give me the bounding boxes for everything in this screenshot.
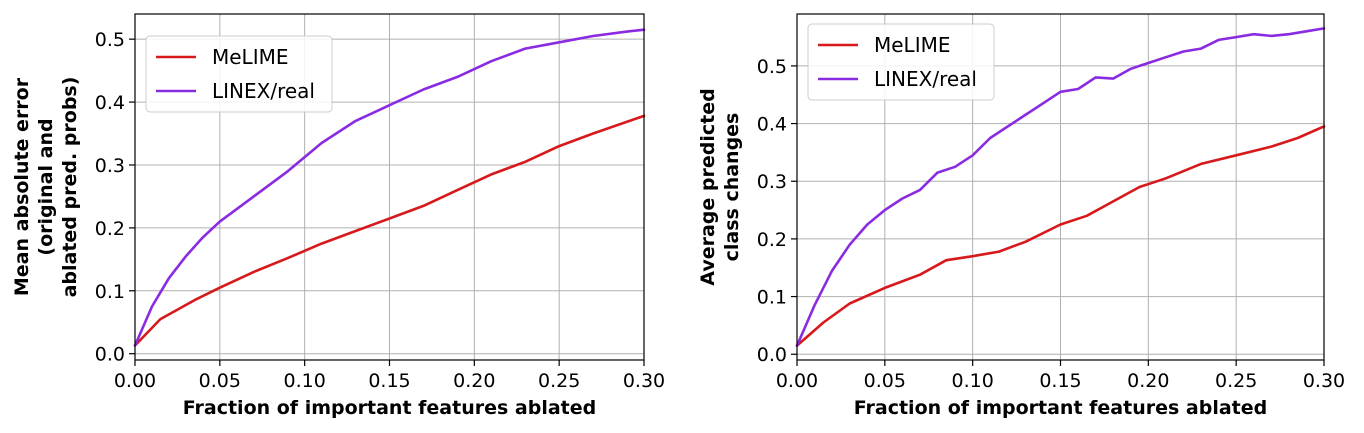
x-tick-label: 0.10 — [952, 370, 994, 392]
x-tick-label: 0.00 — [114, 370, 156, 392]
legend-box — [807, 23, 995, 101]
y-axis-label: class changes — [721, 113, 743, 262]
x-axis-label: Fraction of important features ablated — [854, 397, 1268, 419]
y-tick-label: 0.2 — [95, 218, 125, 240]
series-line-melime — [133, 114, 646, 347]
legend-box — [145, 35, 333, 113]
y-axis-label: Mean absolute error — [11, 77, 33, 296]
legend: MeLIME LINEX/real — [807, 23, 995, 101]
y-tick-label: 0.0 — [757, 344, 787, 366]
y-tick-label: 0.4 — [95, 92, 125, 114]
x-tick-label: 0.30 — [623, 370, 665, 392]
legend-entry: LINEX/real — [212, 79, 315, 103]
y-axis-label: Average predicted — [697, 88, 719, 285]
x-tick-label: 0.25 — [538, 370, 580, 392]
x-axis-label: Fraction of important features ablated — [183, 397, 597, 419]
y-axis-label: (original and — [35, 118, 57, 255]
x-tick-label: 0.05 — [864, 370, 906, 392]
x-tick-label: 0.10 — [284, 370, 326, 392]
chart-mean-absolute-error: 0.00 0.05 0.10 0.15 0.20 0.25 0.30 0.0 0.1 0.2 0.3… — [11, 13, 665, 419]
legend-entry: MeLIME — [874, 33, 951, 57]
x-tick-label: 0.30 — [1303, 370, 1345, 392]
y-tick-label: 0.4 — [757, 114, 787, 136]
y-tick-label: 0.5 — [757, 56, 787, 78]
x-tick-label: 0.05 — [199, 370, 241, 392]
chart-average-predicted-class-changes: 0.00 0.05 0.10 0.15 0.20 0.25 0.30 0.0 0.1 0.2 0.3… — [697, 13, 1345, 419]
x-tick-label: 0.20 — [1127, 370, 1169, 392]
series-line-melime — [795, 125, 1326, 347]
x-tick-label: 0.15 — [1039, 370, 1081, 392]
y-tick-label: 0.1 — [757, 287, 787, 309]
legend-entry: MeLIME — [212, 45, 289, 69]
y-tick-label: 0.3 — [757, 171, 787, 193]
y-tick-label: 0.1 — [95, 281, 125, 303]
legend: MeLIME LINEX/real — [145, 35, 333, 113]
x-tick-label: 0.20 — [453, 370, 495, 392]
y-tick-label: 0.3 — [95, 155, 125, 177]
x-tick-label: 0.00 — [776, 370, 818, 392]
y-tick-label: 0.0 — [95, 344, 125, 366]
y-axis-label: ablated pred. probs) — [59, 77, 81, 298]
x-tick-label: 0.15 — [368, 370, 410, 392]
y-tick-label: 0.5 — [95, 29, 125, 51]
series-line-linex — [133, 28, 646, 347]
series-line-linex — [795, 27, 1326, 347]
y-tick-label: 0.2 — [757, 229, 787, 251]
x-tick-label: 0.25 — [1215, 370, 1257, 392]
legend-entry: LINEX/real — [874, 67, 977, 91]
